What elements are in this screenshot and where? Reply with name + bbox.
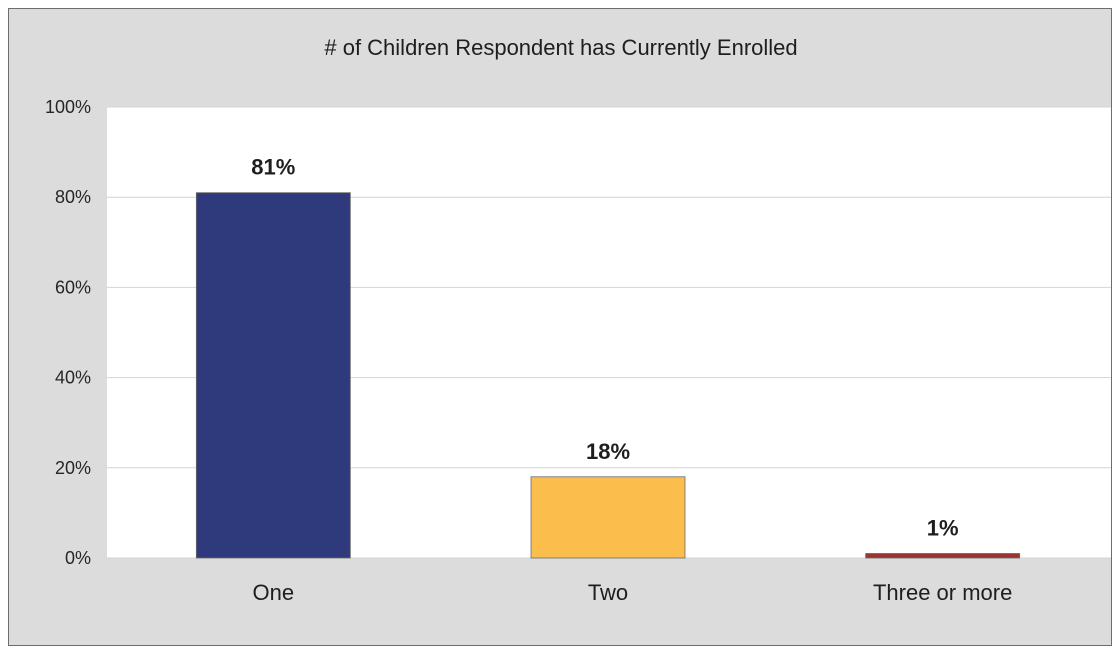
y-tick-label: 20%: [55, 458, 91, 478]
bar-chart: 0% 20% 40% 60% 80% 100% 81% 18% 1% One Two Three …: [45, 97, 1111, 605]
category-labels: One Two Three or more: [253, 580, 1013, 605]
category-label: One: [253, 580, 295, 605]
data-label: 81%: [251, 155, 295, 180]
y-tick-label: 60%: [55, 277, 91, 297]
bar: [530, 476, 686, 559]
bars: [195, 192, 1021, 559]
bar: [195, 192, 351, 559]
y-tick-label: 80%: [55, 187, 91, 207]
bar: [865, 553, 1021, 559]
category-label: Two: [588, 580, 628, 605]
data-label: 18%: [586, 439, 630, 464]
y-tick-label: 0%: [65, 548, 91, 568]
y-axis-ticks: 0% 20% 40% 60% 80% 100%: [45, 97, 91, 568]
y-tick-label: 100%: [45, 97, 91, 117]
y-tick-label: 40%: [55, 368, 91, 388]
value-labels: 81% 18% 1%: [251, 155, 958, 541]
category-label: Three or more: [873, 580, 1012, 605]
chart-title: # of Children Respondent has Currently E…: [324, 35, 798, 60]
chart-frame: # of Children Respondent has Currently E…: [8, 8, 1112, 646]
data-label: 1%: [927, 515, 959, 540]
